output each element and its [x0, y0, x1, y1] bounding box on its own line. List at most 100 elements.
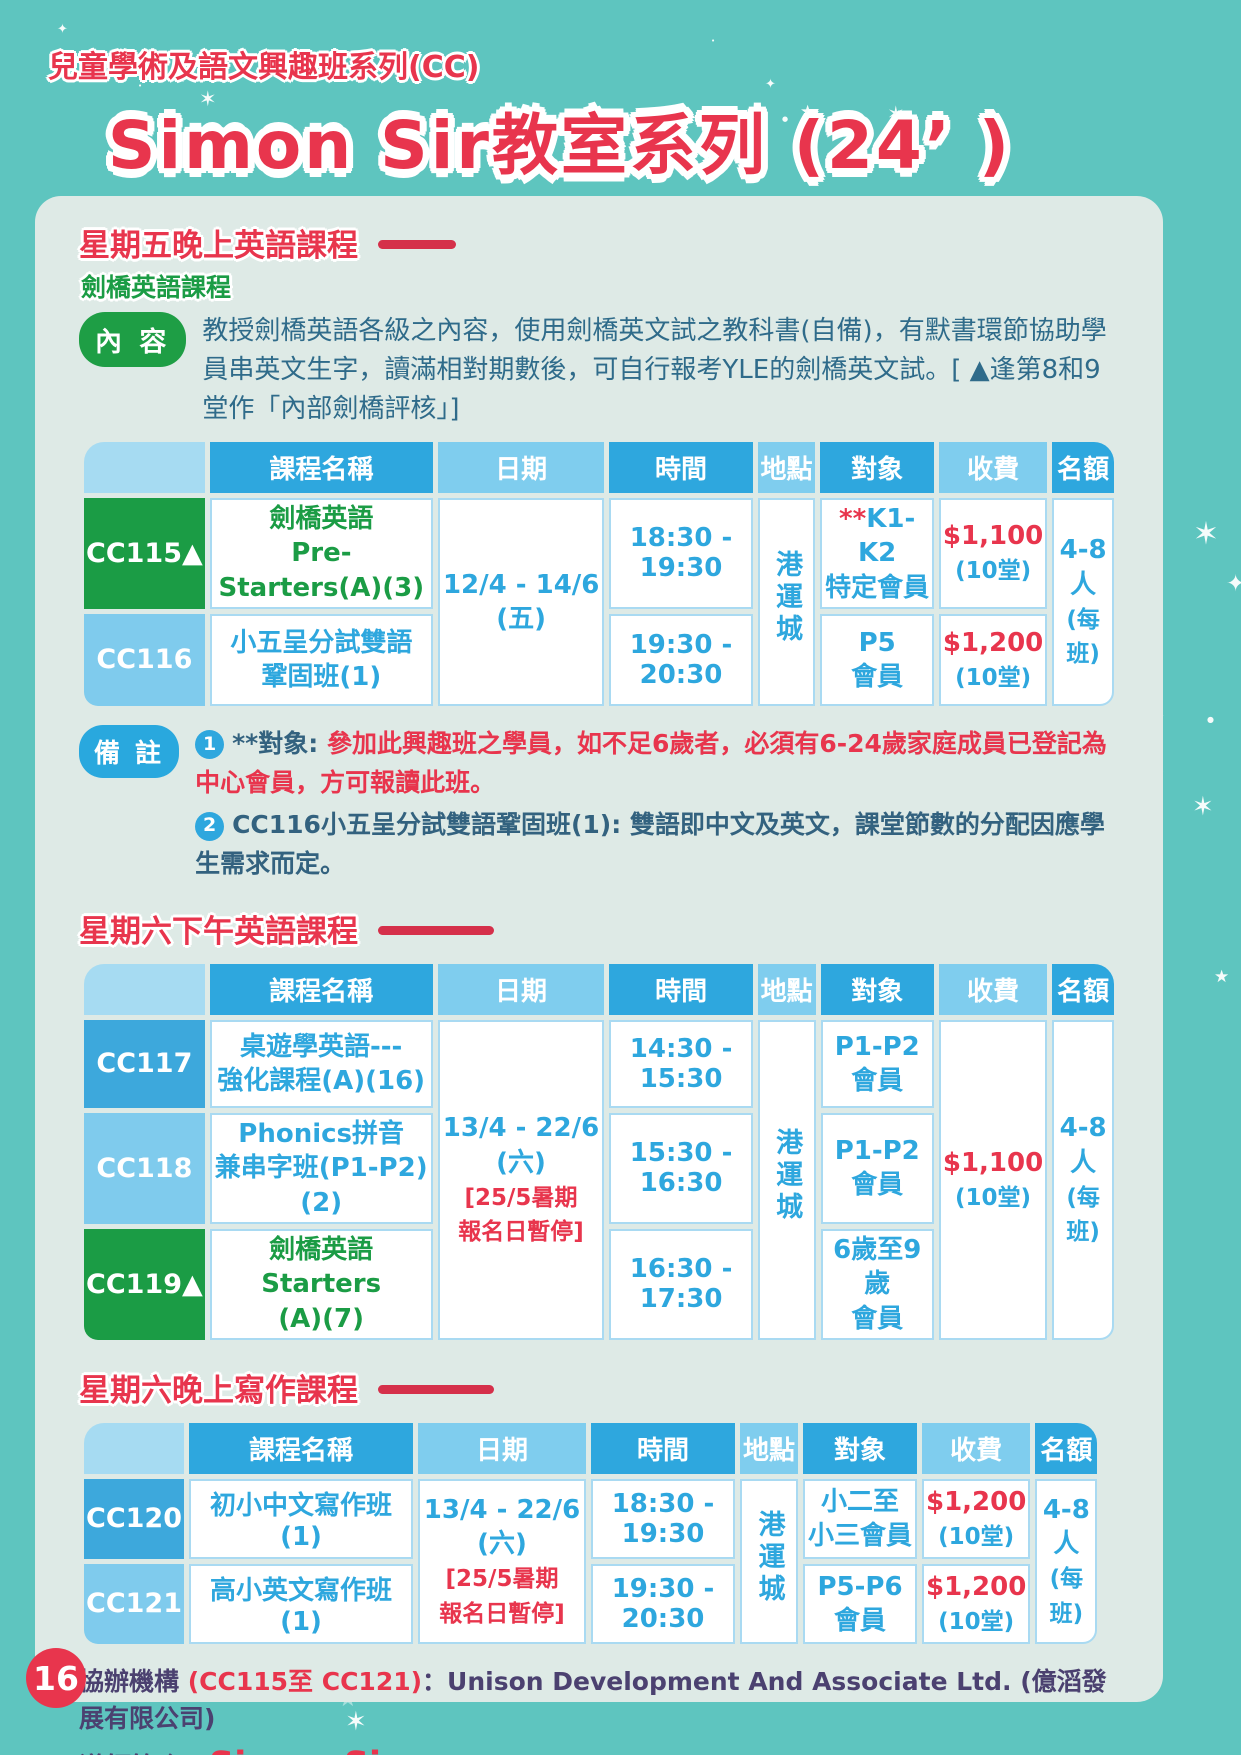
section-saturday-afternoon: 星期六下午英語課程 [79, 906, 1119, 951]
header-time: 時間 [591, 1422, 735, 1474]
table-row: CC119▲ 劍橋英語Starters (A)(7) 16:30 - 17:30… [84, 1228, 1114, 1340]
header-place: 地點 [757, 442, 816, 493]
footer-info: 協辦機構 (CC115至 CC121)：Unison Development A… [79, 1663, 1119, 1755]
section-title: 星期五晚上英語課程 [79, 228, 358, 264]
header-fee: 收費 [922, 1422, 1031, 1474]
time-cell: 19:30 - 20:30 [591, 1563, 735, 1644]
time-cell: 18:30 - 19:30 [591, 1478, 735, 1559]
header-target: 對象 [820, 442, 934, 493]
table-row: CC115▲ 劍橋英語 Pre-Starters(A)(3) 12/4 - 14… [84, 498, 1114, 706]
course-code-cell: CC120 [84, 1478, 184, 1559]
fee-cell: $1,100 (10堂) [938, 498, 1048, 609]
table-row: CC118 Phonics拼音 兼串字班(P1-P2) (2) 15:30 - … [84, 1112, 1114, 1224]
star-icon: ✦ [57, 22, 68, 37]
page-title: Simon Sir教室系列 (24’ ) [107, 107, 1013, 184]
header-date: 日期 [418, 1422, 586, 1474]
course-code-cell: CC117 [84, 1019, 205, 1108]
header-quota: 名額 [1052, 442, 1114, 493]
content-panel: 星期五晚上英語課程 劍橋英語課程 內 容 教授劍橋英語各級之內容，使用劍橋英文試… [35, 196, 1163, 1755]
series-label: 兒童學術及語文興趣班系列(CC) [48, 50, 480, 85]
course-code-cell: CC118 [84, 1112, 205, 1224]
header-date: 日期 [437, 963, 605, 1015]
course-code-cell: CC121 [84, 1563, 184, 1644]
place-cell: 港運城 [757, 1019, 816, 1340]
star-icon: • [711, 37, 716, 45]
header-course-name: 課程名稱 [189, 1422, 413, 1474]
course-code-cell: CC116 [84, 613, 205, 706]
date-cell: 12/4 - 14/6 (五) [437, 498, 605, 706]
table-row: CC120 初小中文寫作班 (1) 13/4 - 22/6 (六) [25/5暑… [84, 1478, 1098, 1644]
header-date: 日期 [437, 442, 605, 493]
time-cell: 18:30 - 19:30 [609, 498, 753, 609]
course-name-cell: 小五呈分試雙語 鞏固班(1) [209, 613, 433, 706]
header-target: 對象 [820, 963, 934, 1015]
section-friday-english: 星期五晚上英語課程 [79, 220, 1119, 265]
course-name-cell: 劍橋英語 Pre-Starters(A)(3) [209, 498, 433, 609]
table-saturday-afternoon-courses: 課程名稱 日期 時間 地點 對象 收費 名額 CC117 桌遊學英語--- 強化… [79, 959, 1119, 1345]
course-name-cell: 桌遊學英語--- 強化課程(A)(16) [209, 1019, 433, 1108]
table-row: CC121 高小英文寫作班 (1) 19:30 - 20:30 P5-P6 會員… [84, 1563, 1097, 1644]
header-place: 地點 [740, 1422, 798, 1474]
table-friday-courses: 課程名稱 日期 時間 地點 對象 收費 名額 CC115▲ 劍橋英語 Pre-S… [79, 437, 1119, 711]
star-icon: ✦ [1226, 571, 1241, 597]
header-empty [84, 1422, 184, 1474]
course-name-cell: 初小中文寫作班 (1) [189, 1478, 413, 1559]
header-fee: 收費 [938, 442, 1048, 493]
star-icon: ✦ [765, 77, 776, 92]
table-saturday-evening-courses: 課程名稱 日期 時間 地點 對象 收費 名額 CC120 初小中文寫作班 (1)… [79, 1418, 1102, 1649]
course-name-cell: 劍橋英語Starters (A)(7) [209, 1228, 433, 1340]
target-cell: P5 會員 [820, 613, 934, 706]
course-code-cell: CC115▲ [84, 498, 205, 609]
content-description-row: 內 容 教授劍橋英語各級之內容，使用劍橋英文試之教科書(自備)，有默書環節協助學… [79, 312, 1119, 429]
quota-cell: 4-8人 (每班) [1035, 1478, 1098, 1644]
title-dash [378, 240, 456, 249]
star-icon: ✶ [1193, 516, 1219, 552]
header-target: 對象 [803, 1422, 917, 1474]
target-cell: P1-P2 會員 [820, 1019, 934, 1108]
time-cell: 15:30 - 16:30 [609, 1112, 753, 1224]
header-quota: 名額 [1052, 963, 1114, 1015]
title-dash [378, 1384, 494, 1394]
fee-cell: $1,200 (10堂) [938, 613, 1048, 706]
quota-cell: 4-8人 (每班) [1052, 498, 1114, 706]
table-row: CC116 小五呈分試雙語 鞏固班(1) 19:30 - 20:30 P5 會員… [84, 613, 1114, 706]
target-cell: 6歲至9歲 會員 [820, 1228, 934, 1340]
fee-cell: $1,200 (10堂) [922, 1478, 1031, 1559]
header-time: 時間 [609, 963, 753, 1015]
fee-cell: $1,200 (10堂) [922, 1563, 1031, 1644]
course-name-cell: Phonics拼音 兼串字班(P1-P2) (2) [209, 1112, 433, 1224]
tutor-name: Simon Sir [209, 1745, 398, 1755]
section-title: 星期六晚上寫作課程 [79, 1372, 358, 1409]
organizer-line: 協辦機構 (CC115至 CC121)：Unison Development A… [79, 1666, 1107, 1734]
target-cell: 小二至 小三會員 [803, 1478, 917, 1559]
header-course-name: 課程名稱 [209, 442, 433, 493]
star-icon: ★ [1214, 967, 1230, 987]
time-cell: 16:30 - 17:30 [609, 1228, 753, 1340]
time-cell: 14:30 - 15:30 [609, 1019, 753, 1108]
content-badge: 內 容 [79, 312, 187, 367]
date-cell: 13/4 - 22/6 (六) [25/5暑期 報名日暫停] [437, 1019, 605, 1340]
header-time: 時間 [609, 442, 753, 493]
date-cell: 13/4 - 22/6 (六) [25/5暑期 報名日暫停] [418, 1478, 586, 1644]
notes-badge: 備 註 [79, 724, 180, 778]
place-cell: 港運城 [757, 498, 816, 706]
tutor-line: 導師簡介：Simon Sir (遊樂教學工作者，曾為不同中小學設計及教授英語課程… [79, 1738, 1059, 1755]
star-icon: ✶ [1192, 792, 1214, 822]
title-dash [378, 925, 494, 935]
cambridge-subtitle: 劍橋英語課程 [81, 273, 232, 302]
header-empty [84, 442, 205, 493]
time-cell: 19:30 - 20:30 [609, 613, 753, 706]
note-item: 2 CC116小五呈分試雙語鞏固班(1): 雙語即中文及英文，課堂節數的分配因應學… [195, 810, 1105, 879]
page-number-badge: 16 [26, 1648, 86, 1708]
content-description: 教授劍橋英語各級之內容，使用劍橋英文試之教科書(自備)，有默書環節協助學員串英文… [202, 316, 1107, 424]
target-cell: P1-P2 會員 [820, 1112, 934, 1224]
section-saturday-evening: 星期六晚上寫作課程 [79, 1365, 1119, 1410]
header-fee: 收費 [938, 963, 1048, 1015]
target-cell: **K1-K2 特定會員 [820, 498, 934, 609]
notes-list: 1 **對象: 參加此興趣班之學員，如不足6歲者，必須有6-24歲家庭成員已登記為… [195, 725, 1115, 888]
section-title: 星期六下午英語課程 [79, 913, 358, 950]
quota-cell: 4-8人 (每班) [1052, 1019, 1114, 1340]
notes-section: 備 註 1 **對象: 參加此興趣班之學員，如不足6歲者，必須有6-24歲家庭成員… [79, 724, 1119, 888]
table-row: CC117 桌遊學英語--- 強化課程(A)(16) 13/4 - 22/6 (… [84, 1019, 1114, 1340]
